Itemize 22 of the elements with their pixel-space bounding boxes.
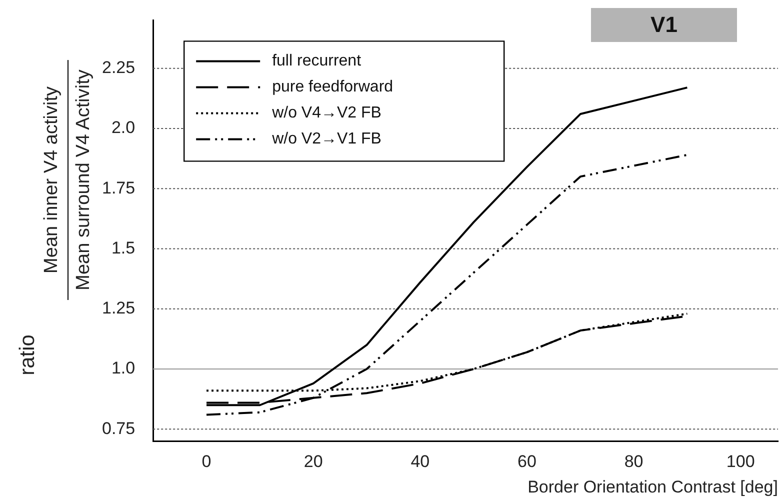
- y-tick-label: 0.75: [102, 418, 136, 438]
- x-tick-label: 20: [304, 452, 323, 472]
- x-tick-label: 80: [624, 452, 644, 472]
- x-axis-title: Border Orientation Contrast [deg]: [528, 477, 778, 496]
- x-tick-label: 100: [726, 452, 755, 472]
- x-tick-label: 40: [410, 452, 430, 472]
- y-tick-label: 2.25: [102, 58, 136, 77]
- y-tick-label: 2.0: [111, 118, 136, 138]
- legend-label: full recurrent: [272, 52, 362, 70]
- legend-label: w/o V2→V1 FB: [271, 130, 382, 148]
- y-tick-label: 1.25: [102, 298, 136, 318]
- text: Mean surround V4 Activity: [73, 69, 94, 290]
- y-tick-label: 1.75: [102, 178, 136, 198]
- labelled-box: V1: [591, 8, 737, 42]
- y-tick-label: 1.0: [111, 358, 136, 378]
- legend-label: w/o V4→V2 FB: [271, 104, 382, 122]
- legend-label: pure feedforward: [272, 78, 394, 96]
- text: Mean inner V4 activity: [41, 86, 62, 274]
- x-tick-label: 60: [518, 452, 536, 472]
- y-axis-title: ratio: [16, 334, 39, 376]
- y-tick-label: 1.5: [111, 238, 136, 258]
- x-tick-label: 0: [202, 452, 212, 472]
